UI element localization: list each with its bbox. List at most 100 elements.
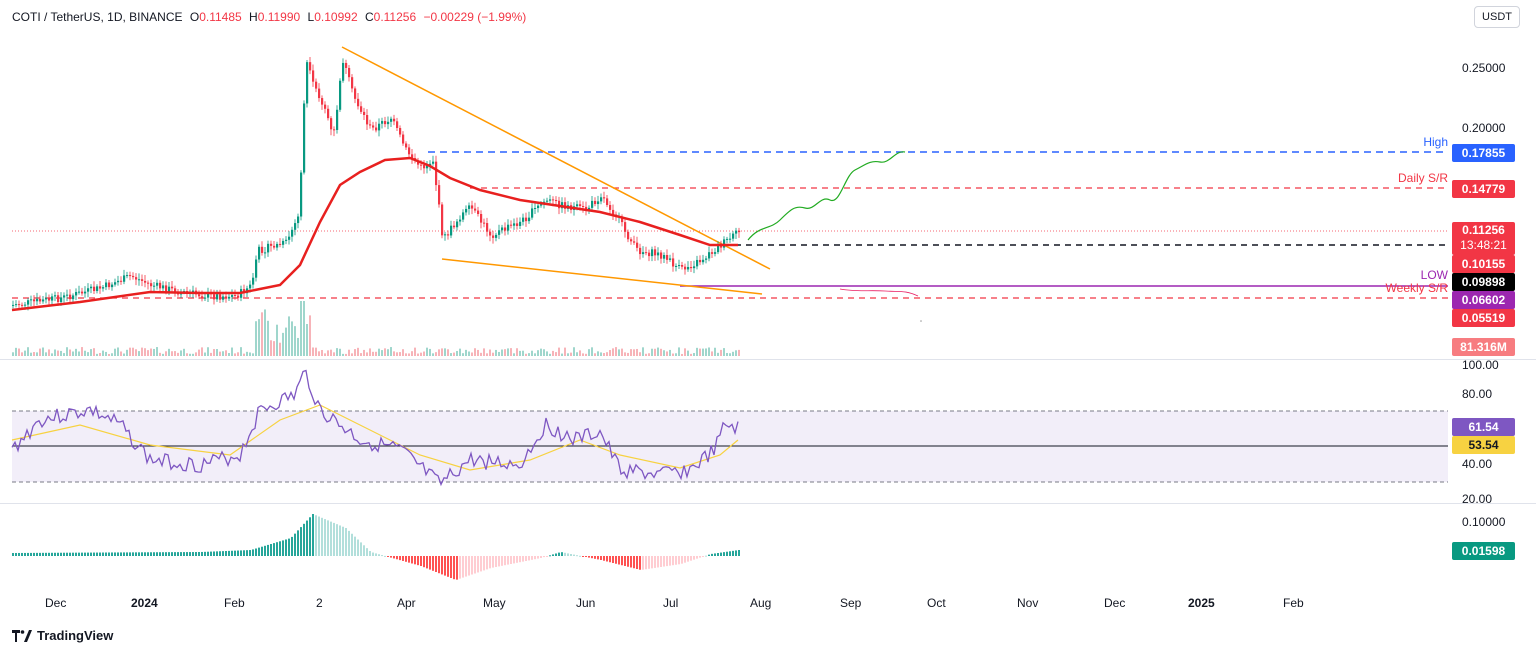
macd-bar — [396, 556, 398, 560]
volume-bar — [114, 348, 116, 356]
macd-bar — [324, 519, 326, 556]
macd-bar — [591, 556, 593, 559]
macd-bar — [600, 556, 602, 560]
volume-bar — [330, 349, 332, 356]
macd-bar — [504, 556, 506, 566]
volume-bar — [549, 353, 551, 356]
candle-body — [162, 285, 165, 289]
volume-bar — [261, 312, 263, 356]
candle-body — [681, 265, 684, 267]
volume-bar — [93, 348, 95, 356]
macd-bar — [684, 556, 686, 563]
volume-bar — [315, 347, 317, 356]
candle-body — [225, 296, 228, 299]
candle-body — [306, 62, 309, 104]
macd-bar — [534, 556, 536, 560]
volume-bar — [123, 353, 125, 356]
candle-body — [291, 229, 294, 237]
macd-bar — [294, 533, 296, 556]
macd-bar — [129, 552, 131, 556]
candle-body — [642, 252, 645, 255]
volume-bar — [579, 350, 581, 356]
x-tick: Jul — [663, 596, 679, 610]
candle-body — [657, 252, 660, 256]
macd-bar — [345, 528, 347, 556]
high-value: 0.11990 — [257, 10, 301, 24]
volume-bar — [156, 347, 158, 356]
volume-bar — [51, 353, 53, 356]
candle-body — [546, 200, 549, 202]
candle-body — [732, 233, 735, 239]
macd-bar — [276, 542, 278, 556]
volume-bar — [201, 347, 203, 356]
macd-bar — [606, 556, 608, 562]
pane-separator-macd[interactable] — [0, 503, 1536, 504]
candle-body — [156, 282, 159, 286]
macd-bar — [90, 552, 92, 556]
macd-bar — [243, 550, 245, 556]
x-tick: 2024 — [131, 596, 158, 610]
volume-bar — [735, 350, 737, 356]
volume-bar — [603, 353, 605, 356]
candle-body — [192, 290, 195, 293]
volume-bar — [141, 347, 143, 356]
candle-body — [693, 266, 696, 269]
macd-bar — [411, 556, 413, 564]
volume-bar — [357, 347, 359, 356]
tradingview-logo[interactable]: TradingView — [12, 628, 113, 643]
candle-body — [678, 265, 681, 267]
volume-bar — [324, 353, 326, 356]
pane-separator-rsi[interactable] — [0, 359, 1536, 360]
candle-body — [12, 304, 15, 306]
candle-body — [303, 103, 306, 173]
volume-bar — [375, 351, 377, 356]
bar-countdown: 13:48:21 — [1460, 238, 1507, 252]
candlesticks — [12, 56, 741, 311]
macd-bar — [375, 553, 377, 556]
macd-bar — [540, 556, 542, 558]
wedge-lower-trendline[interactable] — [441, 258, 763, 295]
macd-bar — [645, 556, 647, 570]
macd-histogram — [12, 514, 740, 580]
candle-body — [576, 204, 579, 207]
macd-bar — [330, 521, 332, 556]
red-level-tag: 0.10155 — [1452, 255, 1515, 273]
volume-bar — [150, 348, 152, 356]
volume-bar — [216, 349, 218, 356]
volume-bar — [702, 348, 704, 356]
currency-button[interactable]: USDT — [1474, 6, 1520, 28]
candle-body — [666, 254, 669, 260]
candle-body — [207, 292, 210, 298]
volume-bar — [471, 352, 473, 356]
symbol-title[interactable]: COTI / TetherUS, 1D, BINANCE — [12, 10, 183, 24]
macd-bar — [519, 556, 521, 563]
candle-body — [30, 299, 33, 301]
volume-bar — [279, 342, 281, 356]
macd-bar — [489, 556, 491, 569]
candle-body — [549, 199, 552, 201]
candle-body — [498, 230, 501, 235]
candle-body — [249, 284, 252, 289]
volume-bar — [237, 352, 239, 356]
volume-bar — [204, 352, 206, 356]
weekly-sr-price-tag: 0.05519 — [1452, 309, 1515, 327]
volume-bar — [255, 321, 257, 356]
macd-bar — [678, 556, 680, 565]
wedge-upper-trendline[interactable] — [341, 46, 771, 270]
low-price-tag: 0.06602 — [1452, 291, 1515, 309]
volume-bar — [516, 348, 518, 356]
macd-bar — [477, 556, 479, 573]
volume-bar — [318, 351, 320, 356]
volume-bar — [558, 347, 560, 356]
candle-body — [18, 304, 21, 306]
macd-bar — [57, 552, 59, 556]
macd-bar — [225, 551, 227, 556]
macd-bar — [360, 542, 362, 556]
candle-body — [60, 297, 63, 303]
candle-body — [522, 217, 525, 222]
candle-body — [174, 288, 177, 294]
volume-bar — [30, 352, 32, 356]
macd-bar — [249, 550, 251, 556]
volume-bar — [87, 352, 89, 356]
